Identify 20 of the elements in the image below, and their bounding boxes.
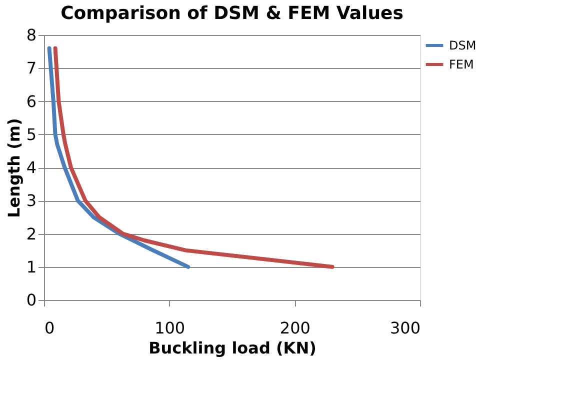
y-tick-label: 8 xyxy=(26,26,36,44)
y-tick-label: 7 xyxy=(26,58,36,78)
y-tick-label: 2 xyxy=(26,224,36,244)
x-tick-label: 0 xyxy=(44,318,55,338)
x-axis-title: Buckling load (KN) xyxy=(148,338,316,358)
y-tick-label: 4 xyxy=(26,158,36,177)
y-axis-title: Length (m) xyxy=(4,118,24,218)
y-tick-label: 6 xyxy=(26,92,36,111)
y-tick-label: 5 xyxy=(26,124,36,144)
line-series xyxy=(47,46,190,269)
y-tick-label: 1 xyxy=(26,257,36,276)
legend-label: DSM xyxy=(449,38,476,52)
line-series xyxy=(53,46,334,269)
x-tick-label: 300 xyxy=(390,318,420,338)
chart-title: Comparison of DSM & FEM Values xyxy=(60,3,404,24)
x-tick-label: 100 xyxy=(154,318,186,338)
y-tick-label: 0 xyxy=(26,290,36,310)
x-tick-label: 200 xyxy=(280,318,310,338)
legend-label: FEM xyxy=(449,58,474,72)
y-tick-label: 3 xyxy=(26,191,36,210)
